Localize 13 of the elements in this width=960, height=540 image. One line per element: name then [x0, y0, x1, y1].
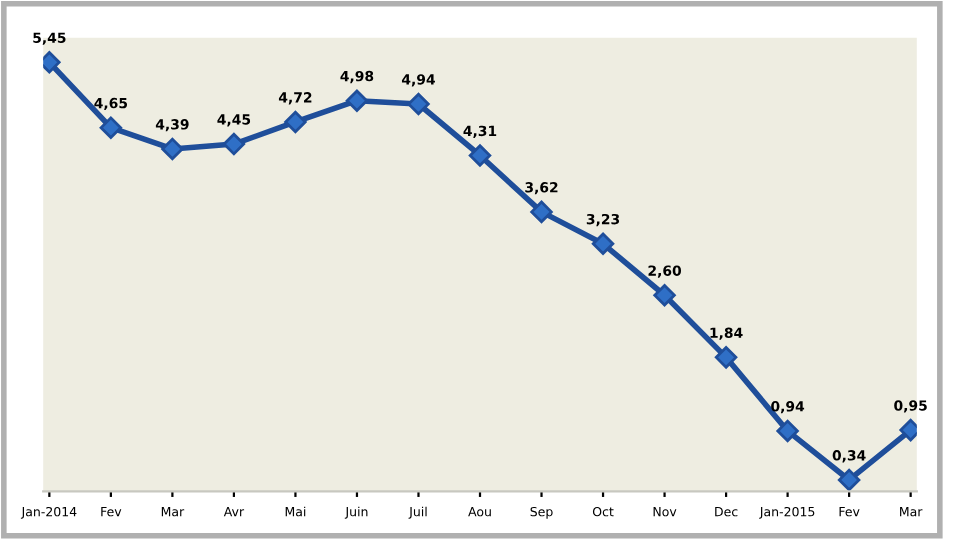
- point: [284, 110, 307, 134]
- point: [345, 89, 369, 112]
- point: [776, 419, 799, 443]
- point: [222, 132, 246, 156]
- point: [407, 92, 430, 116]
- point: [653, 284, 676, 307]
- point: [714, 346, 738, 369]
- point: [591, 232, 615, 255]
- point: [837, 468, 861, 492]
- point: [99, 116, 123, 139]
- point: [161, 137, 184, 161]
- point: [468, 144, 492, 167]
- point: [530, 200, 553, 224]
